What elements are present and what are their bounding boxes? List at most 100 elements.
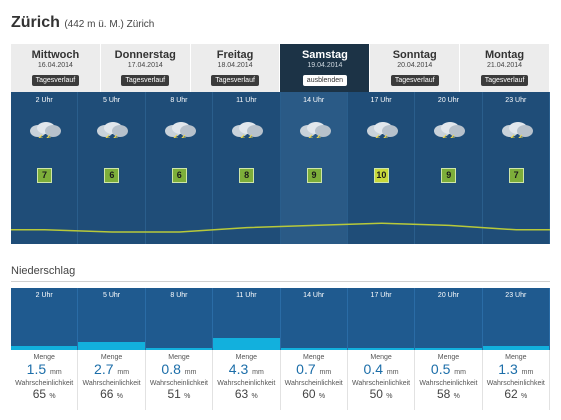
precip-amount: 0.8 mm xyxy=(161,361,197,377)
precip-probability: 65 % xyxy=(32,387,56,401)
probability-label: Wahrscheinlichkeit xyxy=(352,380,411,387)
precip-stats: Menge 1.5 mm Wahrscheinlichkeit 65 % Menge 2.… xyxy=(11,350,550,410)
temperature-badge: 9 xyxy=(306,168,322,183)
probability-label: Wahrscheinlichkeit xyxy=(15,380,74,387)
tab-mittwoch[interactable]: Mittwoch 16.04.2014 Tagesverlauf xyxy=(11,44,101,92)
tab-donnerstag[interactable]: Donnerstag 17.04.2014 Tagesverlauf xyxy=(100,44,191,92)
tab-date: 18.04.2014 xyxy=(217,62,253,69)
tagesverlauf-button[interactable]: Tagesverlauf xyxy=(211,75,259,86)
temperature-badge: 8 xyxy=(239,168,255,183)
tagesverlauf-button[interactable]: Tagesverlauf xyxy=(480,75,529,86)
thunderstorm-icon xyxy=(500,122,534,142)
hour-label: 5 Uhr xyxy=(103,292,121,299)
hour-label: 8 Uhr xyxy=(170,292,188,299)
precip-column: 8 Uhr xyxy=(145,288,214,350)
hour-label: 23 Uhr xyxy=(505,292,527,299)
thunderstorm-icon xyxy=(298,122,332,142)
precip-stat-column: Menge 4.3 mm Wahrscheinlichkeit 63 % xyxy=(213,350,281,410)
precip-column: 5 Uhr xyxy=(78,288,146,350)
tagesverlauf-button[interactable]: Tagesverlauf xyxy=(31,75,80,86)
precip-amount: 0.4 mm xyxy=(363,361,399,377)
probability-label: Wahrscheinlichkeit xyxy=(149,380,208,387)
precip-column: 11 Uhr xyxy=(213,288,281,350)
precip-amount: 2.7 mm xyxy=(94,361,130,377)
hour-label: 11 Uhr xyxy=(236,292,257,299)
amount-label: Menge xyxy=(505,354,527,361)
precip-amount: 0.7 mm xyxy=(296,361,332,377)
tab-date: 17.04.2014 xyxy=(127,62,163,69)
thunderstorm-icon xyxy=(432,122,466,142)
precip-bar xyxy=(145,347,213,350)
hourly-forecast-panel: 2 Uhr 7 5 Uhr 6 8 Uhr 6 11 Uhr 8 14 Uhr 9 17 Uhr 10… xyxy=(11,92,550,244)
precip-column: 2 Uhr xyxy=(11,288,79,350)
precip-column: 17 Uhr xyxy=(347,288,416,350)
page-title: Zürich (442 m ü. M.) Zürich xyxy=(11,14,154,32)
hour-label: 20 Uhr xyxy=(437,97,459,104)
precip-stat-column: Menge 1.5 mm Wahrscheinlichkeit 65 % xyxy=(11,350,79,410)
hour-label: 2 Uhr xyxy=(35,292,53,299)
hour-column: 2 Uhr 7 xyxy=(11,92,79,244)
thunderstorm-icon xyxy=(365,122,399,142)
amount-label: Menge xyxy=(33,354,55,361)
precip-stat-column: Menge 1.3 mm Wahrscheinlichkeit 62 % xyxy=(483,350,550,410)
thunderstorm-icon xyxy=(230,122,264,142)
ausblenden-button[interactable]: ausblenden xyxy=(302,75,347,86)
amount-label: Menge xyxy=(168,354,190,361)
temperature-curve xyxy=(11,222,550,233)
precip-panel: 2 Uhr 5 Uhr 8 Uhr 11 Uhr 14 Uhr 17 Uhr 20 Uhr 2… xyxy=(11,288,550,350)
precip-amount: 0.5 mm xyxy=(430,361,466,377)
hour-column: 5 Uhr 6 xyxy=(78,92,146,244)
tagesverlauf-button[interactable]: Tagesverlauf xyxy=(390,75,439,86)
precip-column: 14 Uhr xyxy=(280,288,348,350)
hour-label: 5 Uhr xyxy=(103,97,121,104)
precip-probability: 50 % xyxy=(369,387,393,401)
tab-day: Sonntag xyxy=(392,49,437,61)
precip-probability: 66 % xyxy=(100,387,124,401)
tab-date: 19.04.2014 xyxy=(307,62,343,69)
tab-day: Donnerstag xyxy=(114,49,176,61)
hour-label: 2 Uhr xyxy=(35,97,53,104)
probability-label: Wahrscheinlichkeit xyxy=(217,380,276,387)
precip-column: 20 Uhr xyxy=(415,288,483,350)
temperature-badge: 10 xyxy=(373,168,389,183)
tab-samstag[interactable]: Samstag 19.04.2014 ausblenden xyxy=(280,44,371,92)
day-tabs: Mittwoch 16.04.2014 Tagesverlauf Donners… xyxy=(11,44,550,92)
tagesverlauf-button[interactable]: Tagesverlauf xyxy=(121,75,170,86)
hour-label: 20 Uhr xyxy=(437,292,459,299)
section-divider xyxy=(11,281,550,282)
precip-stat-column: Menge 0.5 mm Wahrscheinlichkeit 58 % xyxy=(415,350,483,410)
temperature-badge: 6 xyxy=(104,168,120,183)
precip-bar xyxy=(11,345,78,350)
tab-date: 20.04.2014 xyxy=(397,62,433,69)
tab-day: Samstag xyxy=(301,49,348,61)
tab-freitag[interactable]: Freitag 18.04.2014 Tagesverlauf xyxy=(190,44,281,92)
probability-label: Wahrscheinlichkeit xyxy=(82,380,141,387)
hour-label: 8 Uhr xyxy=(170,97,188,104)
thunderstorm-icon xyxy=(28,122,62,142)
hour-label: 14 Uhr xyxy=(303,97,325,104)
precip-section-title: Niederschlag xyxy=(11,265,76,277)
tab-montag[interactable]: Montag 21.04.2014 Tagesverlauf xyxy=(460,44,550,92)
city-name: Zürich xyxy=(11,14,60,31)
precip-bar xyxy=(482,346,549,350)
temperature-badge: 9 xyxy=(441,168,457,183)
hour-column: 11 Uhr 8 xyxy=(213,92,281,244)
probability-label: Wahrscheinlichkeit xyxy=(486,380,545,387)
hour-label: 14 Uhr xyxy=(303,292,325,299)
tab-day: Mittwoch xyxy=(31,49,80,61)
precip-amount: 1.3 mm xyxy=(498,361,534,377)
temperature-line xyxy=(11,222,550,233)
temperature-badge: 6 xyxy=(171,168,187,183)
tab-date: 16.04.2014 xyxy=(37,62,73,69)
hour-label: 17 Uhr xyxy=(370,292,392,299)
amount-label: Menge xyxy=(370,354,392,361)
precip-amount: 4.3 mm xyxy=(228,361,264,377)
tab-sonntag[interactable]: Sonntag 20.04.2014 Tagesverlauf xyxy=(370,44,461,92)
precip-probability: 63 % xyxy=(234,387,258,401)
thunderstorm-icon xyxy=(163,122,197,142)
precip-probability: 60 % xyxy=(302,387,326,401)
hour-column: 23 Uhr 7 xyxy=(483,92,550,244)
precip-bar xyxy=(213,337,280,350)
precip-bar xyxy=(415,348,482,350)
hour-label: 11 Uhr xyxy=(236,97,257,104)
